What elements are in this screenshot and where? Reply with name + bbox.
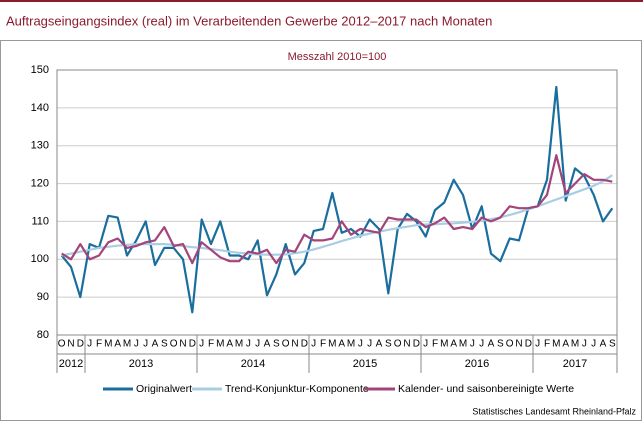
y-tick-label: 110 [31, 215, 49, 227]
x-tick-label: A [376, 339, 383, 350]
x-tick-label: N [515, 339, 522, 350]
y-tick-label: 90 [37, 291, 49, 303]
year-label: 2016 [465, 358, 489, 370]
x-tick-label: O [58, 339, 66, 350]
x-tick-label: M [459, 339, 467, 350]
y-tick-label: 120 [31, 177, 49, 189]
source: Statistisches Landesamt Rheinland-Pfalz [472, 406, 636, 416]
x-tick-label: J [470, 339, 475, 350]
y-tick-label: 80 [37, 329, 49, 341]
x-tick-label: A [114, 339, 121, 350]
x-tick-label: O [506, 339, 514, 350]
year-label: 2014 [241, 358, 265, 370]
x-tick-label: M [216, 339, 224, 350]
x-tick-label: J [479, 339, 484, 350]
y-tick-label: 100 [31, 253, 49, 265]
x-tick-label: J [367, 339, 372, 350]
x-tick-label: J [199, 339, 204, 350]
year-label: 2013 [129, 358, 153, 370]
subtitle: Messzahl 2010=100 [288, 51, 387, 63]
legend-label: Originalwert [136, 383, 192, 395]
x-tick-label: N [67, 339, 74, 350]
x-tick-label: D [413, 339, 420, 350]
x-tick-label: J [535, 339, 540, 350]
x-tick-label: M [328, 339, 336, 350]
y-tick-label: 150 [31, 64, 49, 76]
x-tick-label: A [488, 339, 495, 350]
y-tick-label: 130 [31, 140, 49, 152]
year-label: 2015 [353, 358, 377, 370]
x-tick-label: A [600, 339, 607, 350]
legend-label: Trend-Konjunktur-Komponente [225, 383, 369, 395]
series-line [60, 85, 614, 314]
x-tick-label: N [403, 339, 410, 350]
x-tick-label: F [320, 339, 326, 350]
x-tick-label: S [385, 339, 392, 350]
x-tick-label: J [87, 339, 92, 350]
x-tick-label: F [208, 339, 214, 350]
x-tick-label: S [161, 339, 168, 350]
x-tick-label: J [255, 339, 260, 350]
x-tick-label: J [143, 339, 148, 350]
x-tick-label: J [358, 339, 363, 350]
x-tick-label: M [123, 339, 131, 350]
x-tick-label: D [77, 339, 84, 350]
x-tick-label: A [226, 339, 233, 350]
x-tick-label: S [609, 339, 616, 350]
x-tick-label: O [394, 339, 402, 350]
x-tick-label: J [134, 339, 139, 350]
x-tick-label: M [552, 339, 560, 350]
x-tick-label: S [273, 339, 280, 350]
x-tick-label: M [347, 339, 355, 350]
x-tick-label: O [170, 339, 178, 350]
x-tick-label: F [544, 339, 550, 350]
x-tick-label: M [235, 339, 243, 350]
x-tick-label: F [96, 339, 102, 350]
x-tick-label: N [179, 339, 186, 350]
x-tick-label: D [301, 339, 308, 350]
x-tick-label: A [264, 339, 271, 350]
x-tick-label: J [582, 339, 587, 350]
x-tick-label: J [311, 339, 316, 350]
x-tick-label: S [497, 339, 504, 350]
plot-border [56, 69, 618, 336]
x-tick-label: F [432, 339, 438, 350]
x-tick-label: A [450, 339, 457, 350]
x-tick-label: A [152, 339, 159, 350]
series-line [61, 174, 613, 257]
x-tick-label: A [562, 339, 569, 350]
legend-label: Kalender- und saisonbereinigte Werte [398, 383, 574, 395]
year-label: 2017 [563, 358, 587, 370]
chart-title: Auftragseingangsindex (real) im Verarbei… [6, 13, 492, 28]
x-tick-label: J [591, 339, 596, 350]
x-tick-label: J [246, 339, 251, 350]
series-line [61, 154, 613, 265]
x-tick-label: D [525, 339, 532, 350]
frame [0, 40, 642, 421]
x-tick-label: J [423, 339, 428, 350]
x-tick-label: A [338, 339, 345, 350]
x-tick-label: M [104, 339, 112, 350]
x-tick-label: M [571, 339, 579, 350]
x-tick-label: M [440, 339, 448, 350]
x-tick-label: N [291, 339, 298, 350]
x-tick-label: O [282, 339, 290, 350]
y-tick-label: 140 [31, 102, 49, 114]
x-tick-label: D [189, 339, 196, 350]
year-label: 2012 [59, 358, 83, 370]
